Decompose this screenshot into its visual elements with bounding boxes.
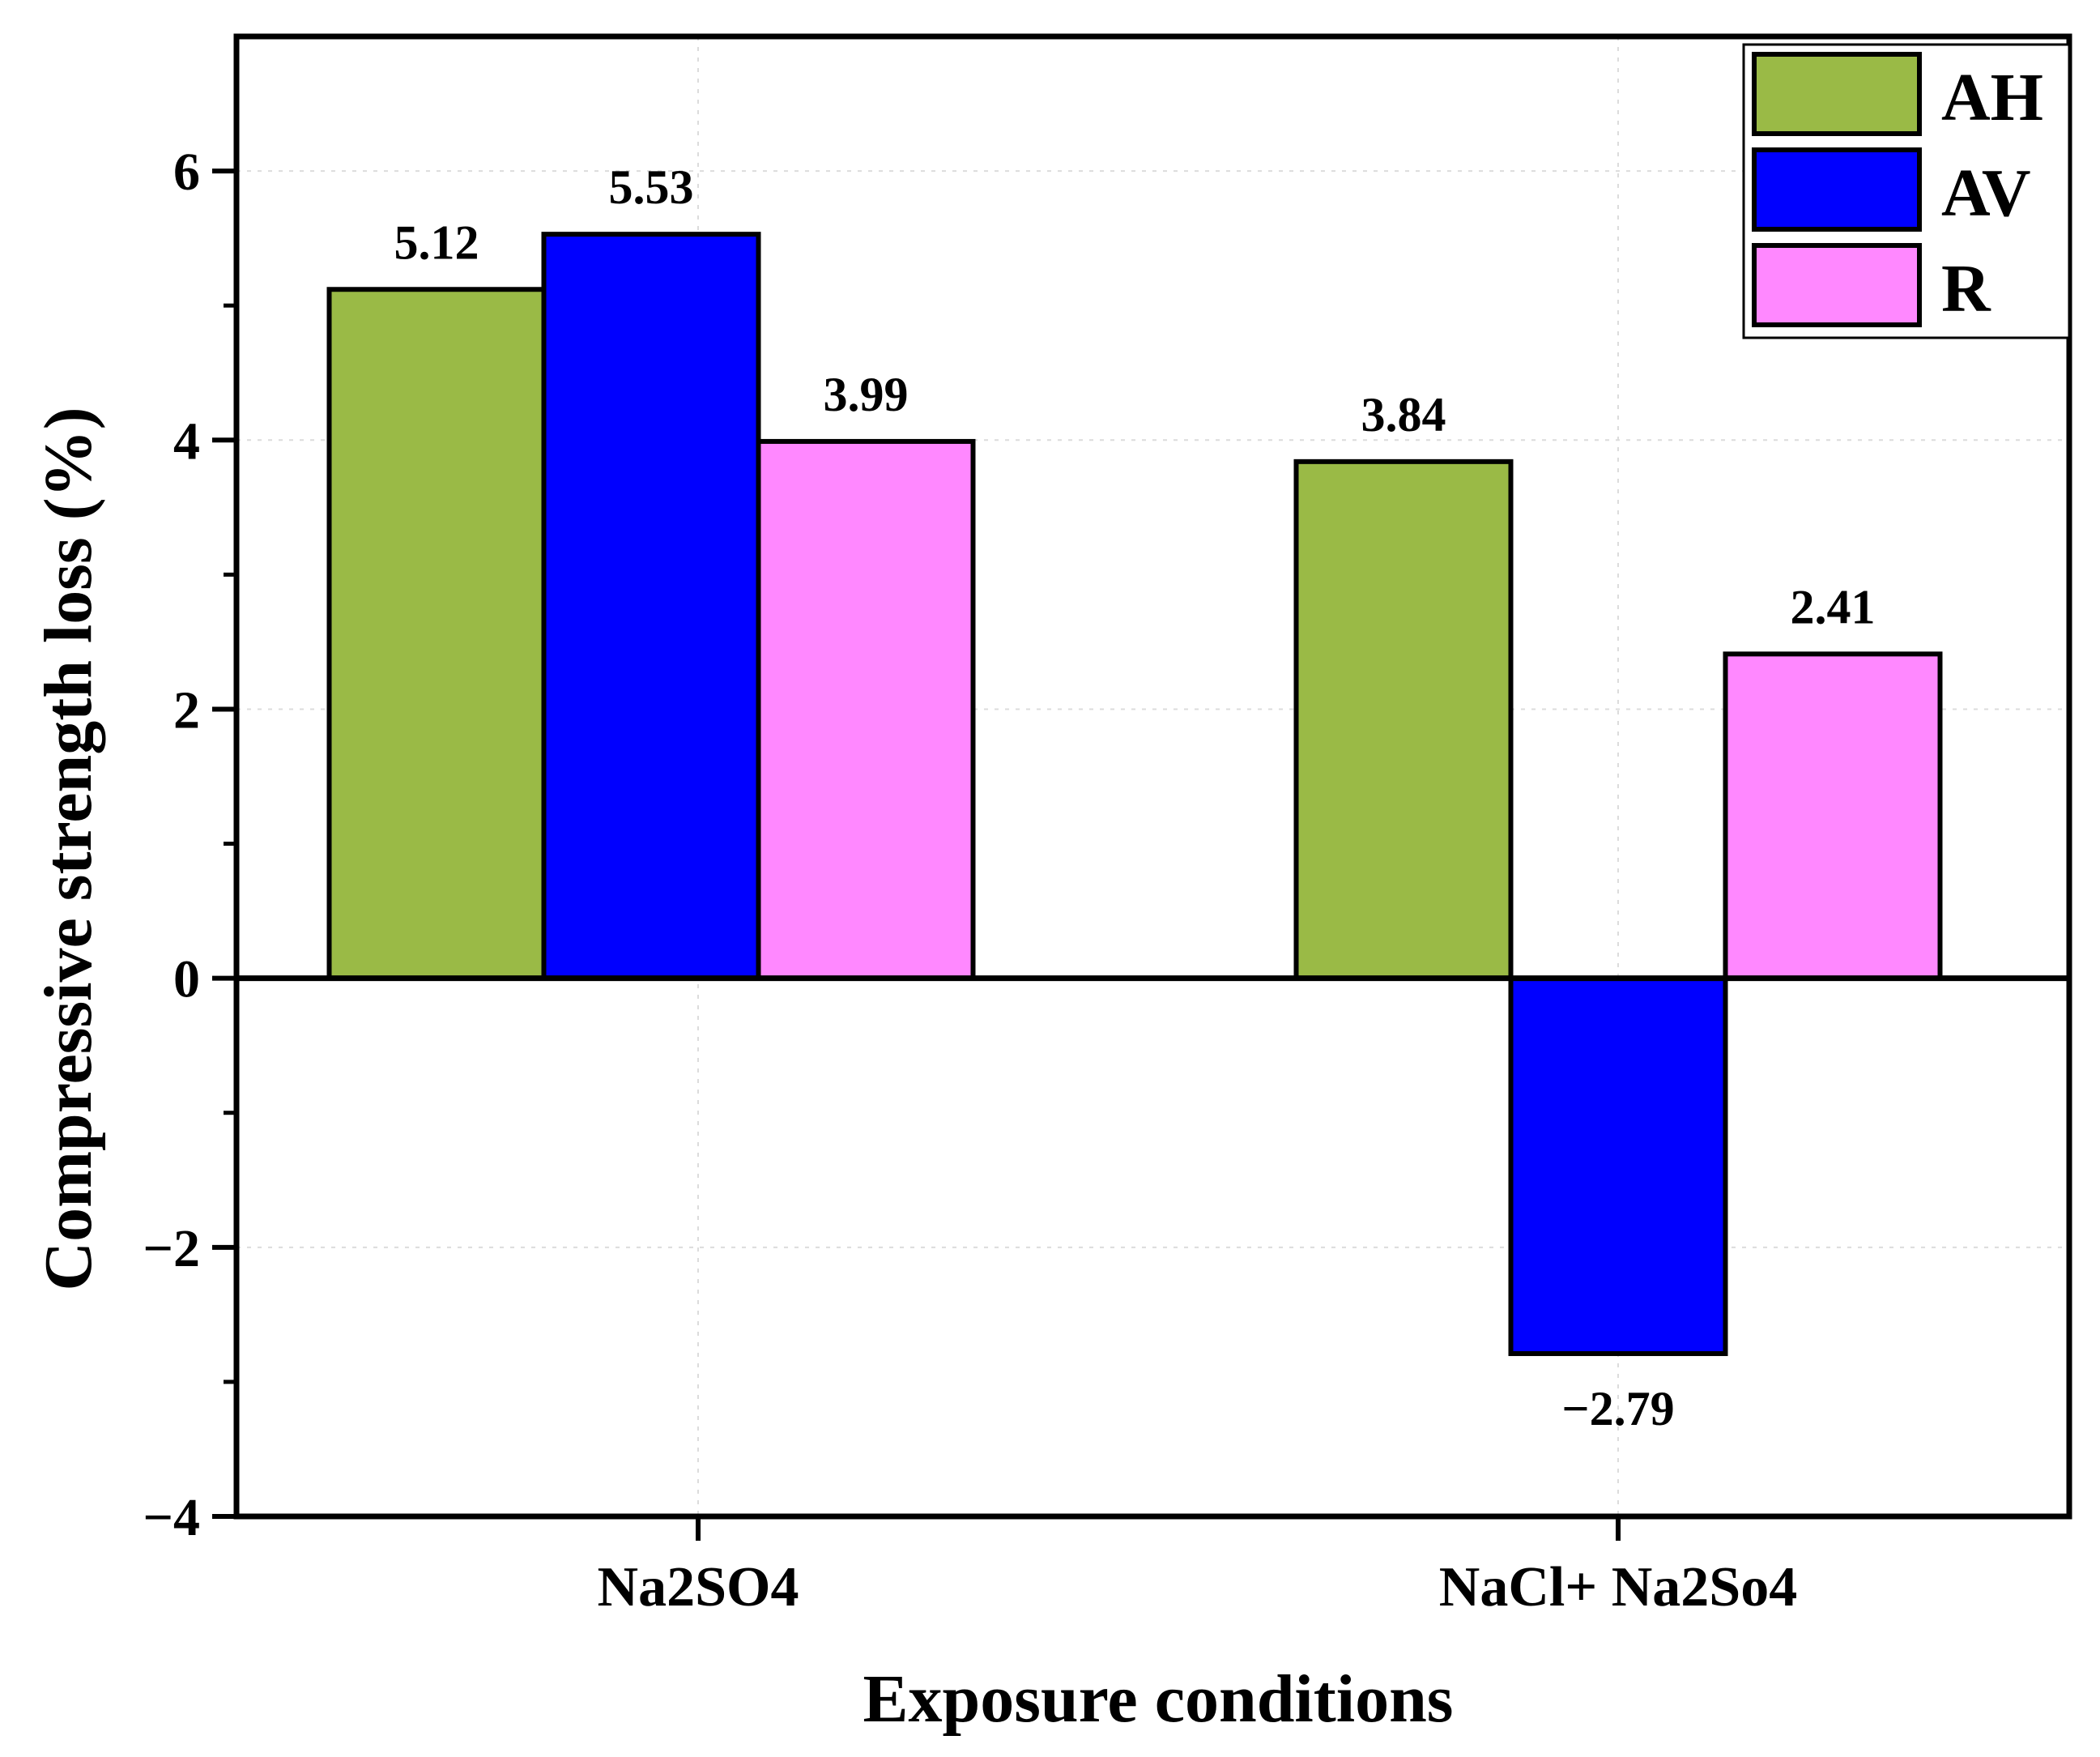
- data-label-ah-na2so4: 5.12: [394, 215, 479, 269]
- bar-r-na2so4: [756, 438, 976, 981]
- legend-swatch-r: [1752, 243, 1922, 327]
- y-tick-label: 0: [173, 950, 200, 1009]
- y-tick-label: −2: [143, 1219, 200, 1278]
- legend-label-av: AV: [1941, 156, 2031, 231]
- legend: AH AV R: [1742, 43, 2071, 339]
- y-axis-title: Compressive strength loss (%): [31, 407, 106, 1290]
- data-label-r-na2so4: 3.99: [824, 368, 909, 421]
- y-tick-label: 6: [173, 143, 200, 202]
- legend-swatch-ah: [1752, 52, 1922, 136]
- data-label-r-nacl-na2so4: 2.41: [1791, 580, 1876, 633]
- bar-ah-nacl-na2so4: [1293, 458, 1514, 981]
- legend-label-r: R: [1941, 251, 1991, 326]
- x-tick-label-nacl-na2so4: NaCl+ Na2So4: [1439, 1556, 1797, 1618]
- legend-swatch-av: [1752, 147, 1922, 232]
- bars: [326, 232, 1943, 1357]
- data-label-ah-nacl-na2so4: 3.84: [1361, 388, 1446, 441]
- bar-av-nacl-na2so4: [1508, 975, 1728, 1357]
- bar-av-na2so4: [541, 232, 761, 981]
- y-tick-label: 4: [173, 412, 200, 471]
- x-tick-label-na2so4: Na2SO4: [598, 1556, 799, 1618]
- y-tick-label: 2: [173, 680, 200, 740]
- bar-r-nacl-na2so4: [1723, 651, 1943, 981]
- bar-ah-na2so4: [326, 287, 547, 981]
- data-labels: 5.12 5.53 3.99 3.84 −2.79 2.41: [394, 160, 1876, 1435]
- data-label-av-nacl-na2so4: −2.79: [1561, 1382, 1674, 1435]
- legend-label-ah: AH: [1941, 60, 2043, 135]
- x-axis-title: Exposure conditions: [863, 1661, 1454, 1737]
- axis-ticks: −4 −2 0 2 4 6 Na2SO4 NaCl+ Na2So4: [143, 143, 1797, 1618]
- y-tick-label: −4: [143, 1488, 200, 1547]
- plot-frame: [233, 33, 2072, 1520]
- data-label-av-na2so4: 5.53: [609, 160, 694, 214]
